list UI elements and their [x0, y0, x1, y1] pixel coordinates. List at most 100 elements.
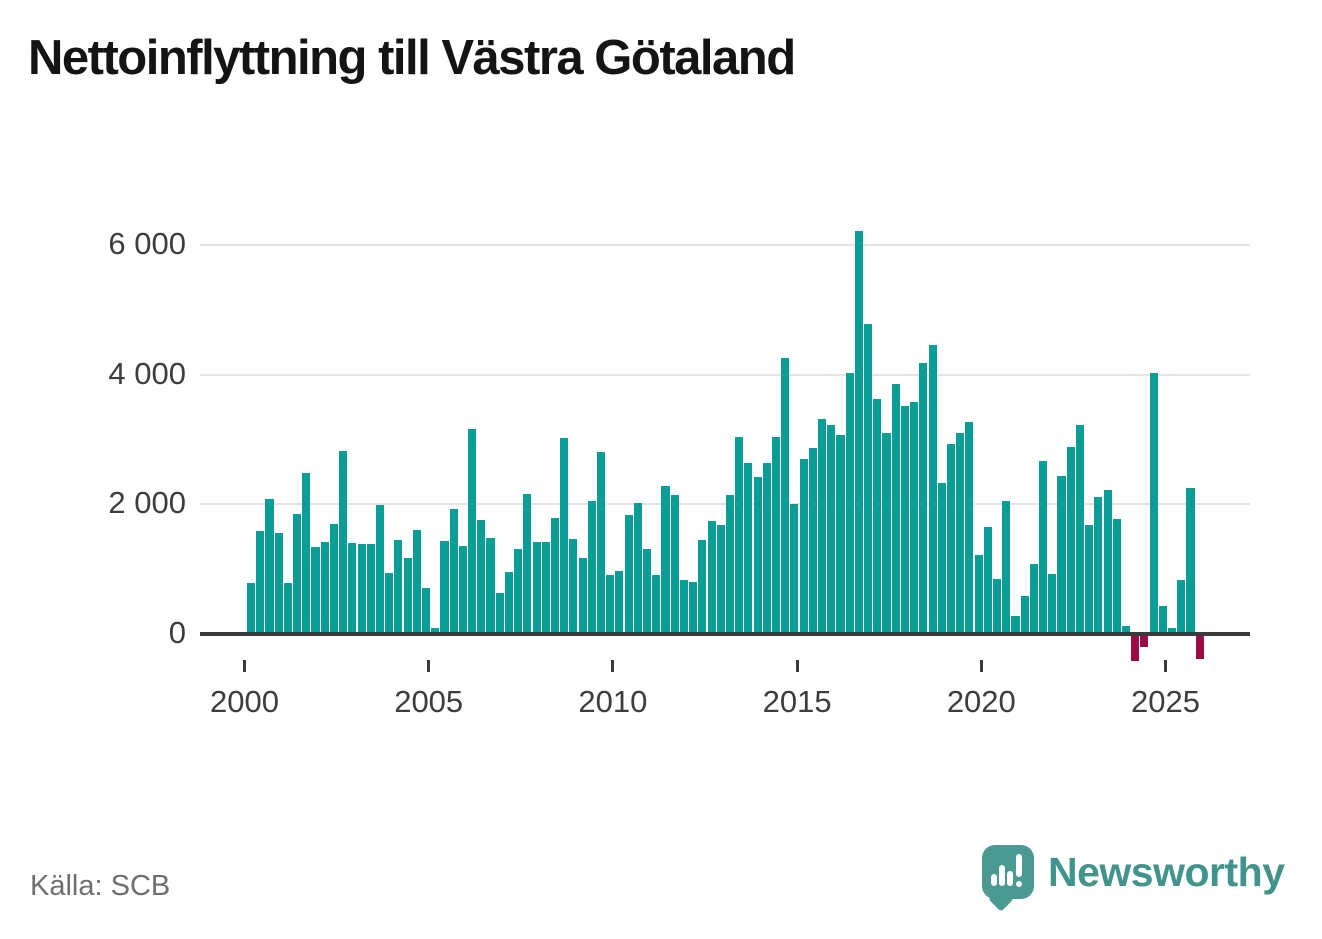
bar — [689, 582, 698, 634]
bar — [477, 520, 486, 634]
bar — [578, 558, 587, 634]
bar — [864, 323, 873, 634]
x-axis-label: 2020 — [946, 684, 1016, 719]
bar — [1075, 425, 1084, 634]
y-axis-label: 4 000 — [108, 355, 186, 391]
bar — [771, 436, 781, 634]
y-axis-label: 2 000 — [108, 485, 186, 520]
x-axis-tick — [1164, 660, 1167, 672]
bar — [735, 437, 744, 634]
bar — [1112, 519, 1121, 634]
bar — [1140, 635, 1149, 648]
bar — [965, 421, 974, 634]
bar — [311, 547, 320, 634]
bar — [1177, 580, 1186, 634]
bar — [504, 571, 513, 634]
bar — [394, 539, 403, 634]
bar — [1094, 496, 1103, 634]
bar — [845, 372, 854, 634]
gridline — [200, 503, 1250, 505]
x-axis-tick — [243, 660, 246, 672]
bar — [928, 345, 937, 634]
bar — [320, 542, 329, 634]
bar — [1158, 605, 1167, 634]
bar — [569, 538, 578, 634]
bar — [1057, 476, 1066, 634]
x-axis-label: 2015 — [762, 684, 832, 719]
bar — [375, 504, 385, 634]
bar — [458, 546, 467, 634]
bar — [1195, 635, 1204, 659]
bar — [1029, 563, 1038, 634]
bar — [716, 524, 725, 634]
bar — [1121, 625, 1131, 634]
y-axis-label: 0 — [168, 614, 186, 650]
newsworthy-logo-icon — [982, 845, 1034, 912]
bar — [329, 524, 338, 634]
exclamation-dot-icon — [1016, 881, 1022, 887]
x-axis-label: 2000 — [210, 684, 279, 719]
exclamation-icon — [1016, 854, 1022, 877]
bar — [1002, 501, 1011, 634]
bar — [993, 579, 1002, 634]
x-axis-label: 2005 — [394, 684, 464, 719]
bar — [652, 574, 661, 634]
bar — [449, 508, 458, 634]
bar — [421, 588, 431, 634]
gridline — [200, 244, 1250, 246]
bar — [587, 501, 596, 634]
x-axis-label: 2025 — [1131, 684, 1200, 719]
bar — [541, 541, 550, 634]
x-axis-label: 2010 — [578, 684, 648, 719]
bar — [670, 494, 679, 634]
bar — [357, 544, 366, 634]
bar — [1186, 487, 1195, 634]
newsworthy-wordmark: Newsworthy — [1048, 848, 1285, 895]
bar — [302, 472, 311, 634]
bar — [956, 433, 965, 634]
bar — [1168, 627, 1177, 634]
bar — [560, 437, 569, 634]
bar — [265, 498, 274, 634]
bar — [339, 450, 348, 634]
bar — [403, 558, 412, 634]
bar — [523, 493, 532, 634]
bar — [836, 435, 845, 634]
bar — [799, 458, 808, 634]
bar — [1039, 460, 1048, 634]
bar — [615, 571, 624, 634]
newsworthy-logo: Newsworthy — [982, 845, 1285, 912]
bar — [1048, 574, 1057, 634]
bar — [790, 504, 799, 634]
bar — [974, 554, 983, 634]
bar — [891, 384, 900, 634]
bar — [910, 401, 919, 634]
mini-bar-icon — [999, 865, 1005, 886]
bar — [919, 363, 928, 634]
bar — [873, 399, 882, 634]
bar — [532, 541, 541, 634]
bar — [606, 575, 615, 634]
bar — [274, 532, 283, 634]
bar — [348, 542, 357, 634]
bar — [596, 452, 606, 634]
mini-bar-icon — [991, 874, 997, 886]
bar — [633, 503, 642, 634]
x-axis-tick — [795, 660, 799, 672]
bar — [440, 540, 449, 634]
bar — [827, 425, 836, 634]
bar — [283, 582, 292, 634]
mini-bar-icon — [1007, 871, 1013, 886]
bar — [707, 520, 716, 634]
bar — [1085, 525, 1094, 634]
bar — [247, 582, 256, 634]
bar — [1131, 635, 1140, 661]
bar — [514, 549, 523, 634]
bar — [366, 544, 375, 634]
bar — [698, 539, 707, 634]
bar — [643, 549, 652, 634]
bar — [818, 419, 827, 634]
source-note: Källa: SCB — [30, 870, 171, 902]
bar — [937, 482, 946, 634]
